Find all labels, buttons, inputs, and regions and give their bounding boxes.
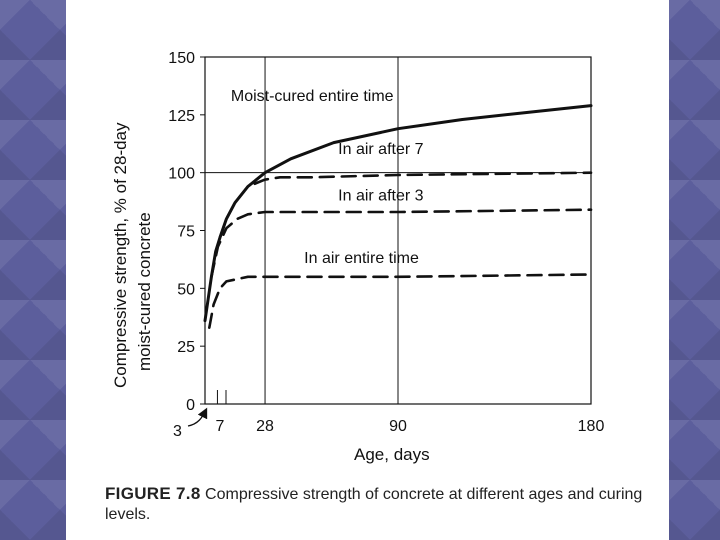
y-tick-label-3: 75: [177, 224, 195, 241]
x-tick-label-3: 180: [578, 418, 605, 435]
y-axis-title-line1: Compressive strength, % of 28-day: [111, 122, 130, 388]
series-line-1: [218, 171, 593, 239]
y-axis-title-line2: moist-cured concrete: [135, 212, 154, 371]
slide-panel: [66, 0, 669, 540]
series-label-3: In air entire time: [304, 250, 419, 267]
series-label-2: In air after 3: [338, 187, 423, 204]
y-tick-label-1: 25: [177, 339, 195, 356]
y-tick-label-2: 50: [177, 281, 195, 298]
x-tick-label-1: 28: [256, 418, 274, 435]
series-line-3: [208, 273, 593, 329]
plot-layer: 0 25 50 75 100 125 150 7 28 90 180 Moist-cured enti…: [168, 50, 604, 435]
figure-caption-text: Compressive strength of concrete at diff…: [105, 486, 643, 523]
pointer-label-3: 3: [173, 423, 182, 440]
series-label-1: In air after 7: [338, 141, 423, 158]
series-label-0: Moist-cured entire time: [231, 88, 394, 105]
x-axis-title: Age, days: [354, 445, 430, 464]
pointer-arrow: [187, 407, 208, 427]
x-tick-label-2: 90: [389, 418, 407, 435]
y-tick-label-4: 100: [168, 166, 195, 183]
y-tick-label-0: 0: [186, 397, 195, 414]
figure-caption: FIGURE 7.8 Compressive strength of concr…: [105, 484, 665, 525]
y-tick-label-5: 125: [168, 108, 195, 125]
x-tick-label-0: 7: [216, 418, 225, 435]
y-tick-label-6: 150: [168, 50, 195, 67]
figure-label: FIGURE 7.8: [105, 484, 201, 503]
series-line-2: [210, 208, 593, 279]
